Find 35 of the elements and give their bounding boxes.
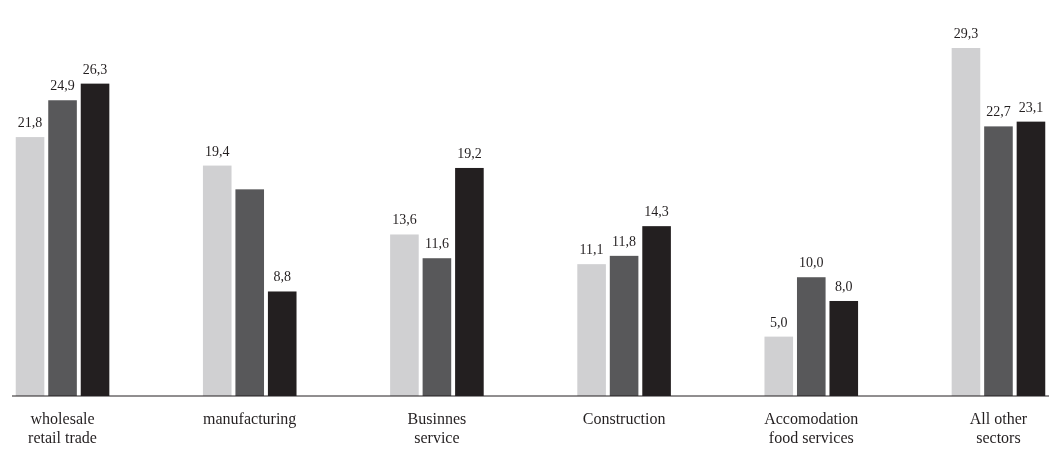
bar bbox=[202, 165, 232, 396]
data-label: 10,0 bbox=[799, 255, 824, 271]
data-label: 11,8 bbox=[612, 233, 637, 249]
bar bbox=[577, 264, 606, 396]
bar bbox=[390, 234, 419, 396]
x-tick-label: Accomodation food services bbox=[764, 410, 859, 446]
x-tick-label: All other sectors bbox=[969, 410, 1028, 446]
bar bbox=[422, 258, 452, 396]
data-label: 29,3 bbox=[953, 26, 979, 41]
bar bbox=[48, 100, 77, 396]
data-label: 19,2 bbox=[457, 145, 482, 161]
data-label: 5,0 bbox=[770, 314, 788, 330]
data-label: 11,1 bbox=[579, 242, 604, 258]
data-label: 24,9 bbox=[50, 78, 75, 94]
data-label: 19,4 bbox=[204, 143, 230, 159]
data-label: 26,3 bbox=[82, 61, 108, 77]
x-tick-label: Businnes service bbox=[407, 410, 467, 446]
data-label: 22,7 bbox=[986, 104, 1011, 120]
data-label: 13,6 bbox=[392, 212, 417, 228]
bar bbox=[951, 48, 981, 396]
bar bbox=[15, 137, 45, 396]
data-label: 11,6 bbox=[424, 236, 449, 252]
bar bbox=[235, 189, 265, 396]
bar bbox=[609, 255, 639, 396]
bar bbox=[764, 336, 794, 396]
x-tick-label: Construction bbox=[582, 410, 666, 427]
data-label: 8,8 bbox=[273, 269, 291, 285]
data-label: 14,3 bbox=[644, 204, 669, 220]
x-tick-label: manufacturing bbox=[203, 410, 297, 428]
data-label: 21,8 bbox=[17, 115, 43, 131]
bar bbox=[796, 277, 826, 396]
data-label: 8,0 bbox=[835, 278, 853, 294]
bar bbox=[984, 126, 1013, 396]
data-label: 23,1 bbox=[1018, 99, 1044, 115]
x-tick-label: wholesale retail trade bbox=[28, 410, 97, 446]
